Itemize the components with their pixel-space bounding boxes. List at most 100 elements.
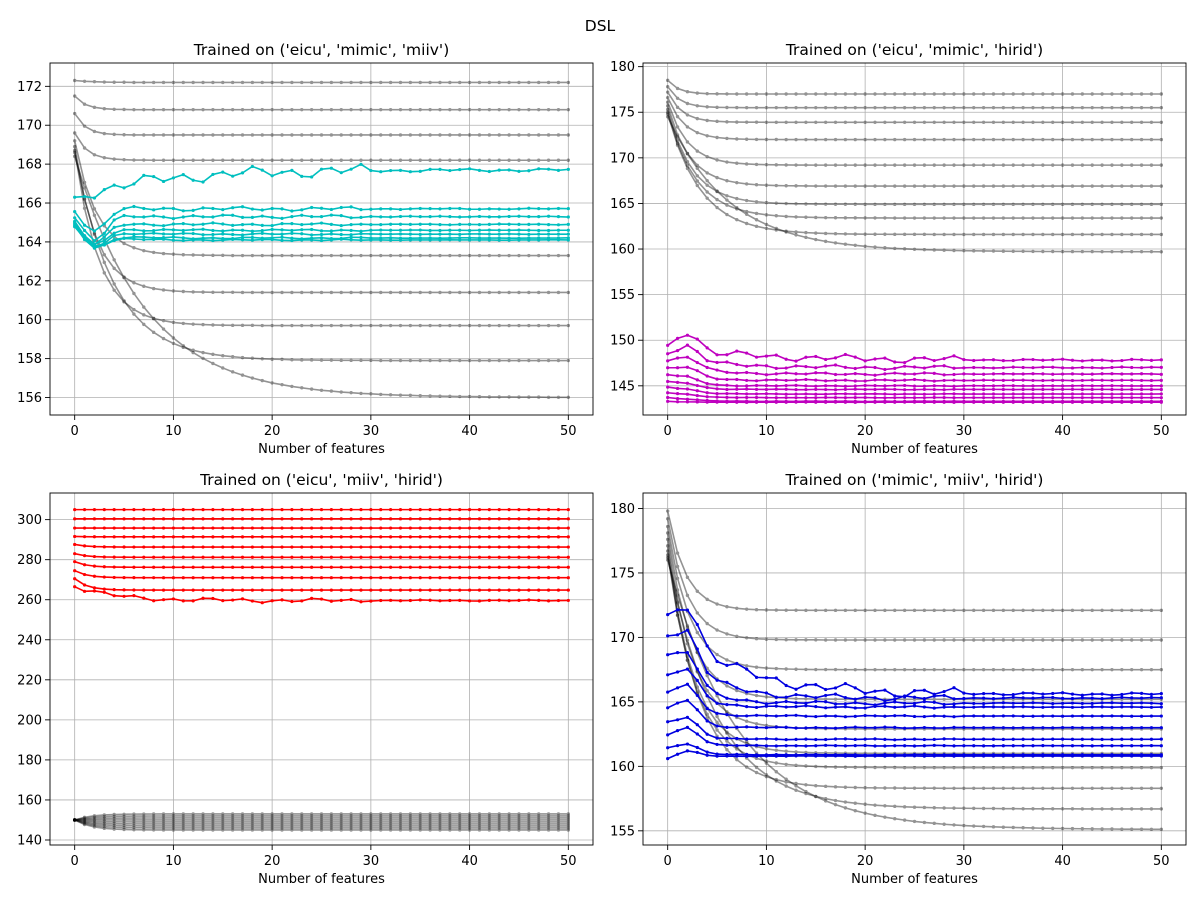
highlight-point <box>991 744 996 748</box>
background-point <box>556 820 561 824</box>
background-point <box>537 158 541 162</box>
highlight-point <box>1090 696 1094 700</box>
highlight-point <box>487 207 491 211</box>
highlight-point <box>912 714 917 719</box>
highlight-point <box>883 714 887 718</box>
background-point <box>546 814 551 818</box>
background-point <box>774 183 778 188</box>
background-point <box>843 92 848 96</box>
highlight-point <box>883 367 887 372</box>
highlight-point <box>1001 366 1005 370</box>
highlight-point <box>142 517 146 521</box>
highlight-point <box>922 396 926 400</box>
highlight-point <box>82 526 87 530</box>
highlight-point <box>418 517 422 521</box>
background-point <box>1080 807 1085 811</box>
highlight-point <box>774 392 778 396</box>
highlight-point <box>418 206 422 211</box>
background-point <box>1031 638 1035 642</box>
background-point <box>853 184 857 188</box>
background-point <box>1090 216 1094 220</box>
highlight-point <box>270 237 274 242</box>
highlight-point <box>824 706 828 710</box>
background-point <box>497 395 501 399</box>
highlight-point <box>695 378 699 382</box>
background-point <box>359 290 363 295</box>
background-point <box>319 812 324 816</box>
highlight-point <box>270 526 274 530</box>
background-point <box>1080 216 1085 220</box>
highlight-point <box>764 744 769 748</box>
background-point <box>675 96 680 100</box>
highlight-point <box>1100 396 1104 400</box>
background-point <box>912 608 917 613</box>
highlight-point <box>685 667 690 671</box>
background-point <box>1110 249 1114 254</box>
background-point <box>181 824 185 828</box>
background-point <box>537 824 541 828</box>
highlight-point <box>487 526 491 530</box>
background-point <box>735 92 739 96</box>
background-point <box>230 133 235 137</box>
background-point <box>1139 120 1144 124</box>
highlight-point <box>458 228 462 232</box>
highlight-point <box>211 545 215 549</box>
highlight-point <box>715 368 719 372</box>
highlight-point <box>754 725 759 730</box>
highlight-point <box>379 576 383 580</box>
highlight-point <box>428 232 432 236</box>
highlight-point <box>715 353 719 357</box>
background-point <box>507 358 511 363</box>
highlight-point <box>982 387 986 392</box>
highlight-point <box>132 204 136 209</box>
highlight-point <box>1159 702 1163 706</box>
background-point <box>349 107 353 112</box>
highlight-point <box>329 222 333 227</box>
background-point <box>1060 216 1065 220</box>
background-point <box>537 812 541 816</box>
background-point <box>814 794 818 799</box>
background-point <box>319 818 324 822</box>
background-series <box>72 818 571 830</box>
highlight-point <box>705 395 709 399</box>
highlight-point <box>556 555 561 559</box>
background-point <box>388 133 393 137</box>
highlight-point <box>428 508 432 512</box>
highlight-point <box>893 366 897 370</box>
highlight-point <box>458 565 462 569</box>
background-point <box>695 611 699 615</box>
highlight-point <box>181 231 185 235</box>
highlight-point <box>873 714 877 718</box>
background-point <box>705 118 709 123</box>
highlight-point <box>566 526 570 530</box>
highlight-point <box>240 508 245 512</box>
highlight-point <box>912 754 917 758</box>
highlight-point <box>794 372 798 376</box>
background-point <box>408 107 413 112</box>
highlight-point <box>1031 705 1035 709</box>
background-point <box>230 826 235 830</box>
background-point <box>952 92 956 96</box>
subplot-3: 0 10 20 30 40 50140160180200220240260280300Tr… <box>17 471 594 887</box>
background-point <box>1120 105 1124 110</box>
highlight-point <box>171 228 176 232</box>
background-point <box>754 722 759 726</box>
highlight-point <box>754 395 759 400</box>
highlight-point <box>814 683 818 687</box>
background-point <box>804 789 808 794</box>
background-point <box>843 638 848 642</box>
background-point <box>863 244 867 248</box>
background-point <box>122 241 126 246</box>
background-point <box>942 786 946 790</box>
background-point <box>1041 232 1045 237</box>
highlight-point <box>349 588 353 592</box>
background-point <box>171 158 176 162</box>
background-point <box>369 107 373 112</box>
background-point <box>181 822 185 826</box>
highlight-point <box>428 555 432 559</box>
highlight-point <box>497 517 501 521</box>
background-point <box>932 821 936 826</box>
background-point <box>1031 786 1035 790</box>
highlight-point <box>349 238 353 242</box>
highlight-point <box>122 207 126 211</box>
